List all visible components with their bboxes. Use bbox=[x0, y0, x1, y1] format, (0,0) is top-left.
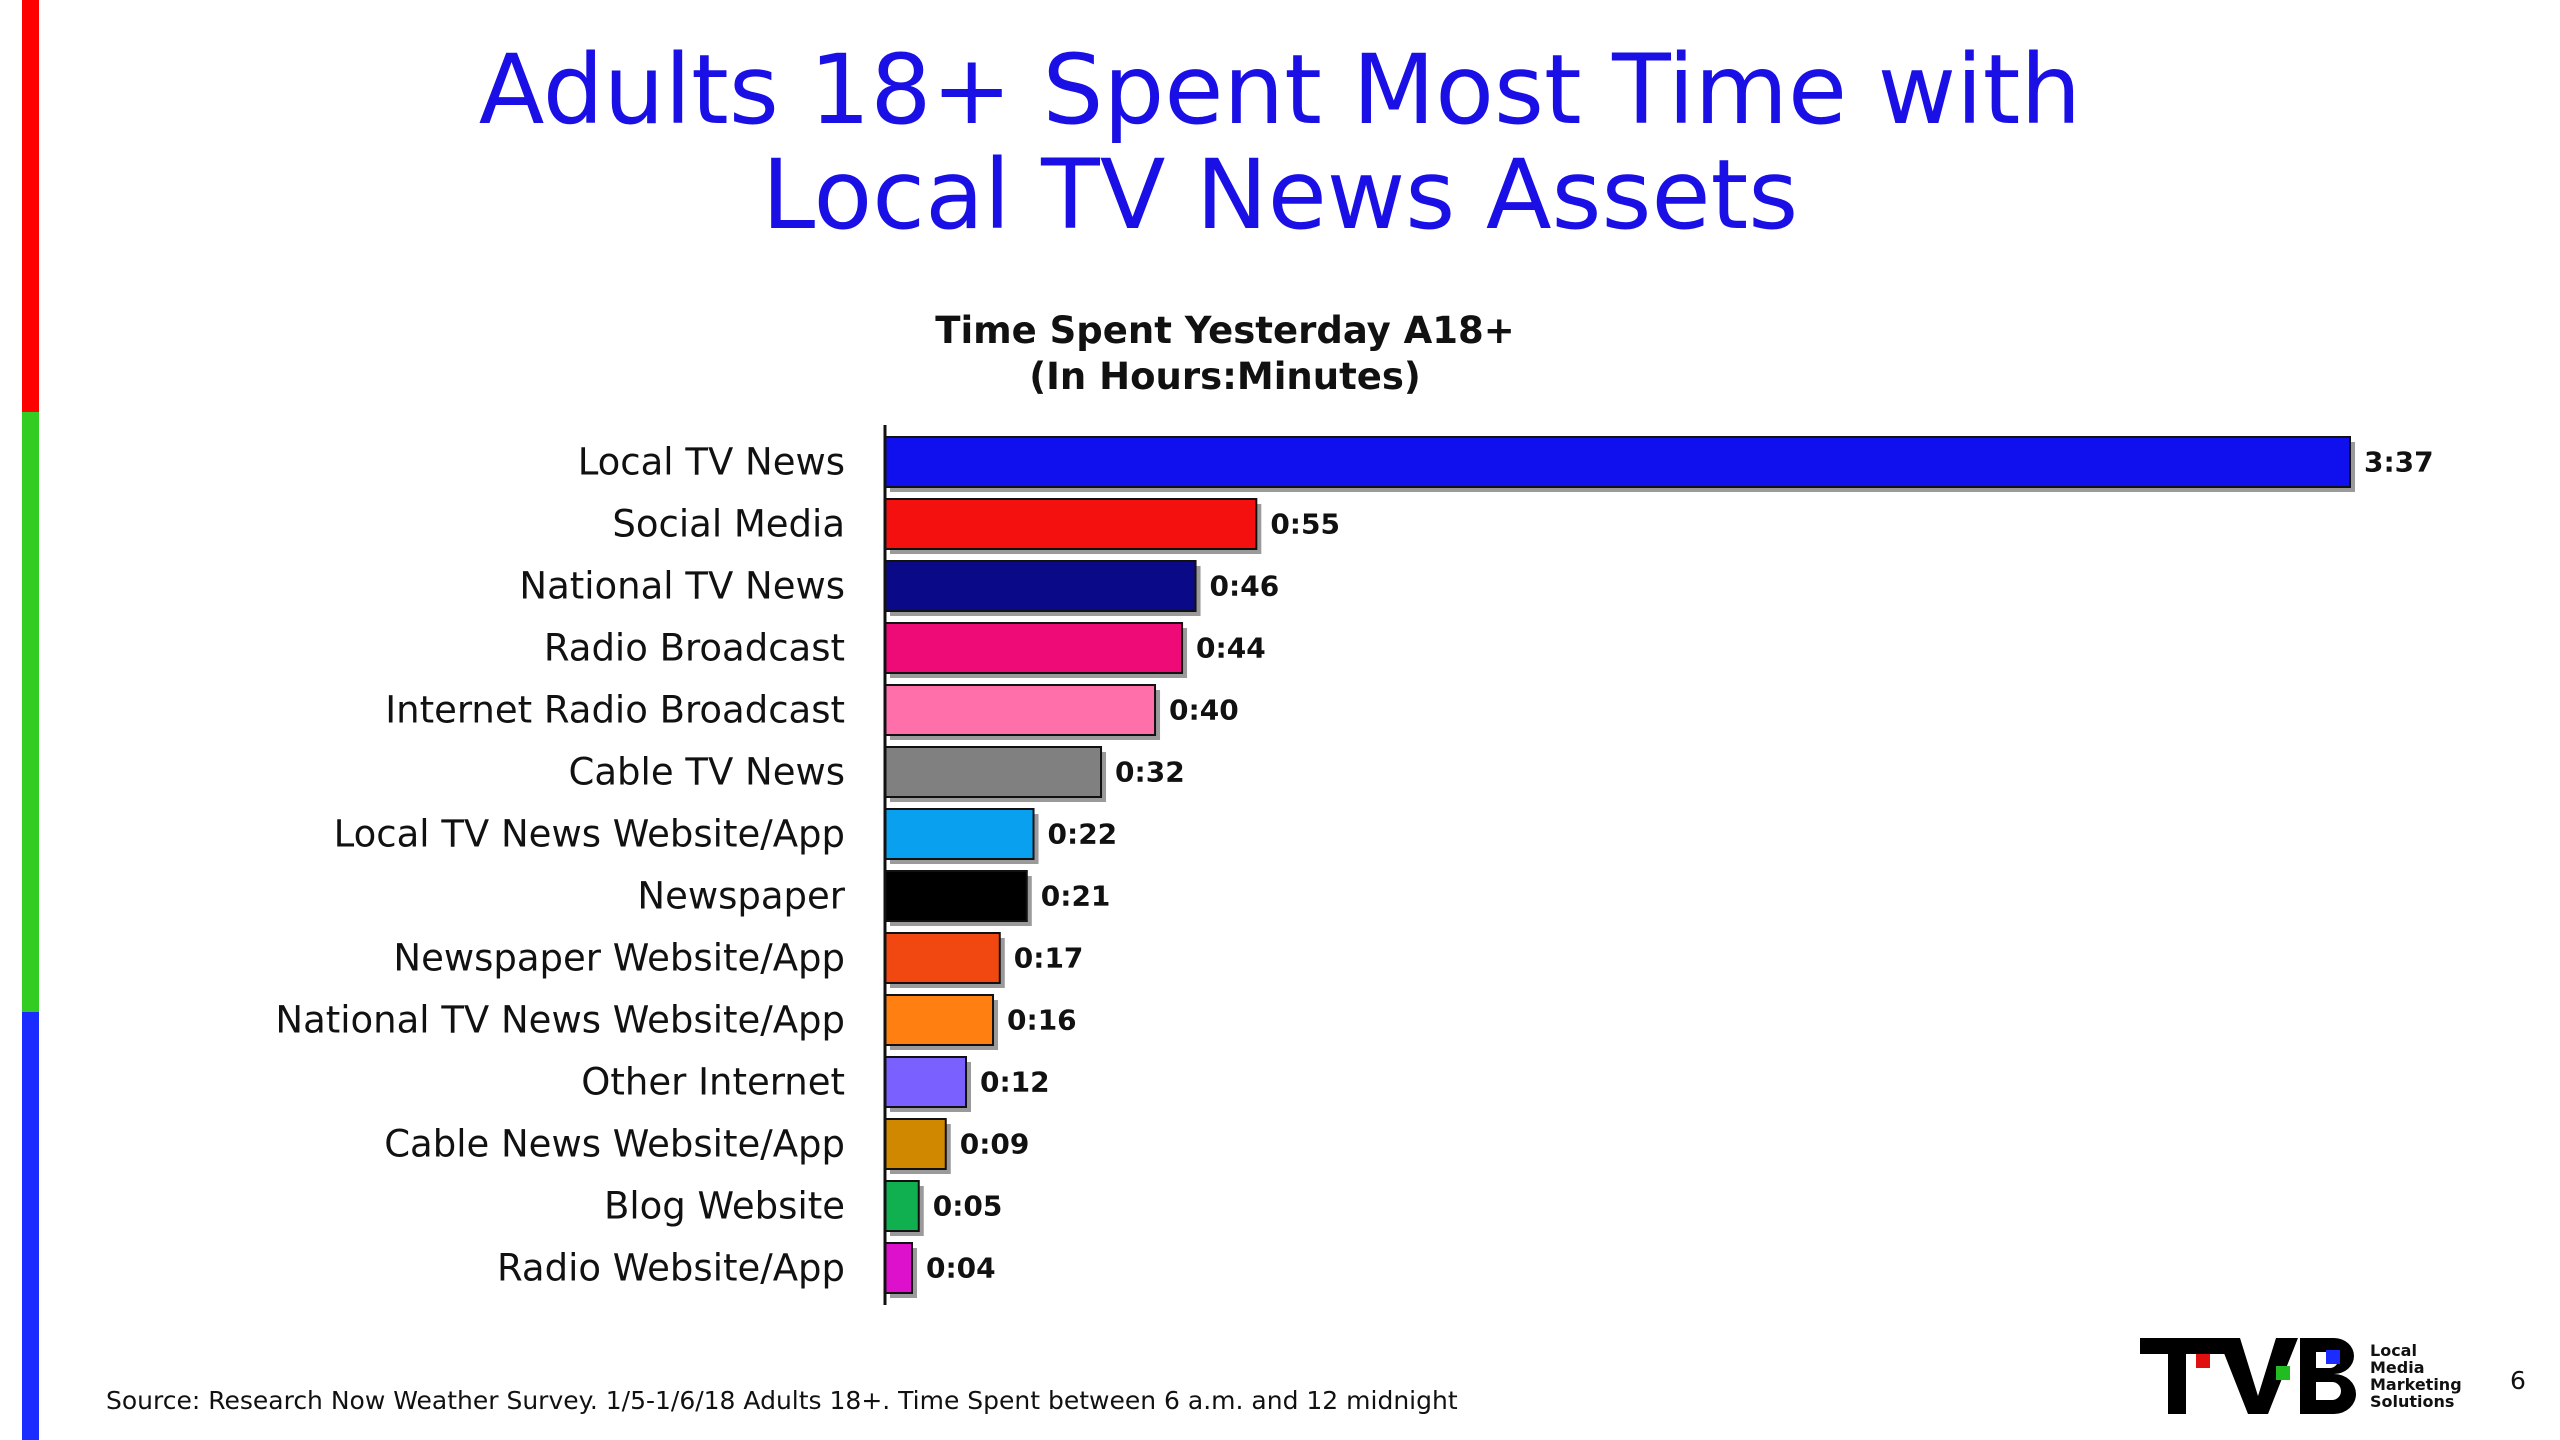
slide-title-line-2: Local TV News Assets bbox=[761, 139, 1799, 251]
slide-title: Adults 18+ Spent Most Time with Local TV… bbox=[200, 38, 2360, 248]
tvb-logo-mark bbox=[2140, 1338, 2356, 1414]
bar bbox=[884, 932, 1001, 984]
bar bbox=[884, 560, 1197, 612]
data-label: 0:09 bbox=[960, 1128, 1030, 1161]
data-label: 0:17 bbox=[1014, 942, 1084, 975]
category-label: Radio Broadcast bbox=[544, 627, 845, 670]
bar bbox=[884, 870, 1028, 922]
data-label: 0:04 bbox=[926, 1252, 996, 1285]
category-label: Newspaper bbox=[637, 875, 845, 918]
data-label: 0:05 bbox=[933, 1190, 1003, 1223]
sidebar-color-bar bbox=[22, 0, 39, 1440]
data-label: 0:16 bbox=[1007, 1004, 1077, 1037]
data-label: 0:32 bbox=[1115, 756, 1185, 789]
category-label: Cable News Website/App bbox=[384, 1123, 845, 1166]
data-label: 0:21 bbox=[1041, 880, 1111, 913]
bar bbox=[884, 1180, 920, 1232]
data-label: 0:12 bbox=[980, 1066, 1050, 1099]
category-label: Local TV News bbox=[578, 441, 845, 484]
bar bbox=[884, 1242, 914, 1294]
category-label: National TV News bbox=[519, 565, 845, 608]
bar bbox=[884, 1118, 947, 1170]
logo-tagline-line: Solutions bbox=[2370, 1392, 2455, 1411]
data-label: 0:44 bbox=[1196, 632, 1266, 665]
data-label: 3:37 bbox=[2364, 446, 2434, 479]
sidebar-segment-red bbox=[22, 0, 39, 412]
bars-layer: Local TV News 3:37 Social Media 0:55 Nationa… bbox=[275, 436, 2434, 1298]
category-label: Internet Radio Broadcast bbox=[385, 689, 845, 732]
category-label: Blog Website bbox=[604, 1185, 845, 1228]
sidebar-segment-green bbox=[22, 412, 39, 1012]
chart-title-line-2: (In Hours:Minutes) bbox=[1029, 355, 1421, 398]
category-label: Social Media bbox=[612, 503, 845, 546]
category-label: Local TV News Website/App bbox=[334, 813, 845, 856]
logo-tagline: Local Media Marketing Solutions bbox=[2370, 1342, 2462, 1410]
page-number: 6 bbox=[2510, 1366, 2526, 1395]
category-label: National TV News Website/App bbox=[275, 999, 845, 1042]
logo-tagline-line: Marketing bbox=[2370, 1375, 2462, 1394]
chart-title: Time Spent Yesterday A18+ (In Hours:Minu… bbox=[830, 308, 1620, 400]
bar bbox=[884, 684, 1157, 736]
sidebar-segment-blue bbox=[22, 1012, 39, 1440]
source-note: Source: Research Now Weather Survey. 1/5… bbox=[106, 1386, 1458, 1415]
logo-tagline-line: Media bbox=[2370, 1358, 2425, 1377]
tvb-logo: Local Media Marketing Solutions bbox=[2140, 1330, 2470, 1420]
data-label: 0:46 bbox=[1210, 570, 1280, 603]
bar bbox=[884, 436, 2351, 488]
chart-title-line-1: Time Spent Yesterday A18+ bbox=[935, 309, 1515, 352]
logo-tagline-line: Local bbox=[2370, 1341, 2417, 1360]
bar bbox=[884, 498, 1258, 550]
bar bbox=[884, 622, 1184, 674]
category-label: Radio Website/App bbox=[497, 1247, 845, 1290]
data-label: 0:40 bbox=[1169, 694, 1239, 727]
bar bbox=[884, 808, 1035, 860]
bar bbox=[884, 994, 995, 1046]
data-label: 0:55 bbox=[1270, 508, 1340, 541]
bar bbox=[884, 1056, 968, 1108]
slide-title-line-1: Adults 18+ Spent Most Time with bbox=[478, 34, 2082, 146]
category-label: Newspaper Website/App bbox=[393, 937, 845, 980]
bar bbox=[884, 746, 1103, 798]
category-label: Cable TV News bbox=[569, 751, 845, 794]
category-label: Other Internet bbox=[581, 1061, 845, 1104]
data-label: 0:22 bbox=[1048, 818, 1118, 851]
